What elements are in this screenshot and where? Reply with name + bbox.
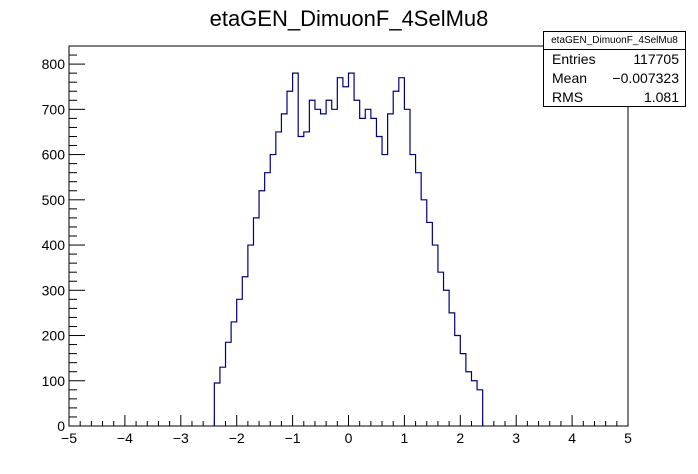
histogram-line xyxy=(213,72,484,426)
x-tick-label: −5 xyxy=(61,430,77,446)
chart-title: etaGEN_DimuonF_4SelMu8 xyxy=(209,6,489,31)
x-tick-label: 0 xyxy=(345,430,353,446)
x-tick-label: 5 xyxy=(624,430,632,446)
x-tick-label: −1 xyxy=(285,430,301,446)
y-axis: 0 100 200 300 400 500 600 700 800 xyxy=(42,45,85,434)
x-tick-label: 2 xyxy=(456,430,464,446)
x-tick-label: 1 xyxy=(401,430,409,446)
x-axis: −5 −4 −3 −2 −1 0 1 2 3 4 5 xyxy=(61,415,632,446)
x-tick-label: 4 xyxy=(568,430,576,446)
y-tick-label: 200 xyxy=(42,328,66,344)
y-tick-label: 500 xyxy=(42,192,66,208)
stats-label: Entries xyxy=(552,51,596,67)
y-tick-label: 800 xyxy=(42,56,66,72)
y-tick-label: 700 xyxy=(42,101,66,117)
y-tick-label: 300 xyxy=(42,282,66,298)
y-tick-label: 0 xyxy=(57,418,65,434)
x-tick-label: −2 xyxy=(229,430,245,446)
stats-box-title: etaGEN_DimuonF_4SelMu8 xyxy=(544,32,685,50)
stats-box: etaGEN_DimuonF_4SelMu8 Entries 117705 Me… xyxy=(543,31,686,107)
stats-value: 117705 xyxy=(633,51,679,67)
y-tick-label: 400 xyxy=(42,237,66,253)
stats-value: 1.081 xyxy=(643,89,679,105)
y-tick-label: 100 xyxy=(42,373,66,389)
stats-label: RMS xyxy=(552,89,584,105)
stats-row-entries: Entries 117705 xyxy=(544,50,685,69)
stats-row-rms: RMS 1.081 xyxy=(544,88,685,107)
x-tick-label: −3 xyxy=(173,430,189,446)
stats-value: −0.007323 xyxy=(612,70,679,86)
y-tick-label: 600 xyxy=(42,147,66,163)
x-tick-label: 3 xyxy=(512,430,520,446)
stats-row-mean: Mean −0.007323 xyxy=(544,69,685,88)
x-tick-label: −4 xyxy=(117,430,133,446)
stats-label: Mean xyxy=(552,70,588,86)
